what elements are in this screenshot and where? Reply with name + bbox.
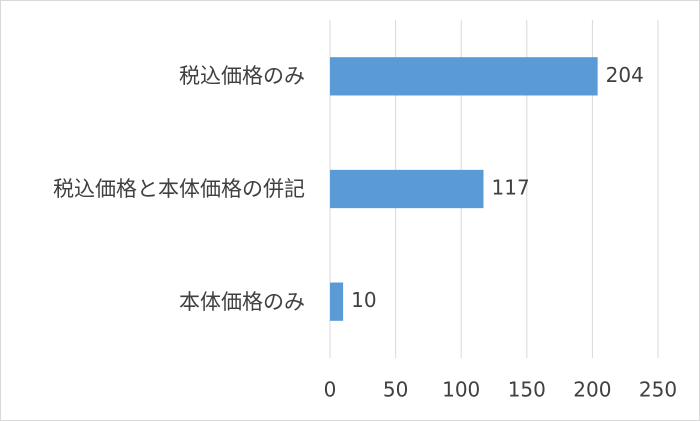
- x-tick-label: 250: [639, 378, 677, 402]
- y-tick-label: 税込価格と本体価格の併記: [53, 177, 305, 201]
- data-label: 117: [492, 176, 530, 200]
- x-tick-label: 0: [324, 378, 337, 402]
- x-tick-label: 200: [573, 378, 611, 402]
- data-label: 204: [606, 63, 644, 87]
- x-tick-label: 150: [508, 378, 546, 402]
- x-tick-label: 50: [383, 378, 408, 402]
- data-label: 10: [351, 288, 376, 312]
- bar: [330, 57, 598, 96]
- bar: [330, 282, 344, 321]
- x-tick-label: 100: [442, 378, 480, 402]
- bar: [330, 169, 484, 209]
- y-tick-label: 税込価格のみ: [179, 64, 305, 89]
- y-tick-label: 本体価格のみ: [179, 289, 305, 314]
